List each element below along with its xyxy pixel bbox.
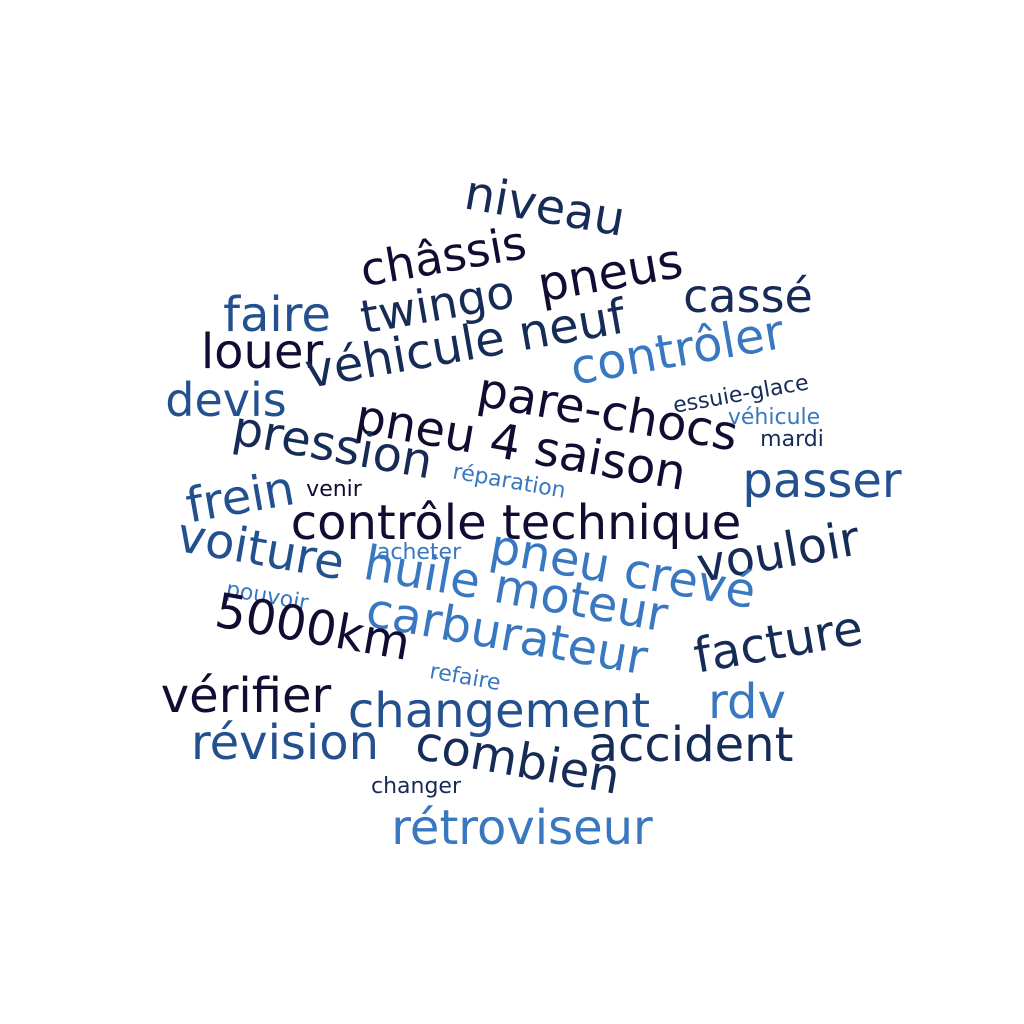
word-passer: passer <box>742 453 901 509</box>
word-faire: faire <box>223 287 331 343</box>
word-retroviseur: rétroviseur <box>391 800 653 856</box>
word-mardi: mardi <box>760 427 824 452</box>
word-changer: changer <box>371 774 462 799</box>
word-venir: venir <box>306 477 363 502</box>
word-vehicule: véhicule <box>728 405 820 430</box>
word-controle-technique: contrôle technique <box>291 495 742 551</box>
word-accident: accident <box>589 717 794 773</box>
word-verifier: vérifier <box>161 668 332 724</box>
word-casse: cassé <box>683 269 813 323</box>
word-devis: devis <box>165 373 286 427</box>
word-revision: révision <box>191 715 379 771</box>
word-acheter: acheter <box>377 540 462 565</box>
word-changement: changement <box>348 683 650 739</box>
word-louer: louer <box>201 324 324 380</box>
word-rdv: rdv <box>708 674 786 730</box>
